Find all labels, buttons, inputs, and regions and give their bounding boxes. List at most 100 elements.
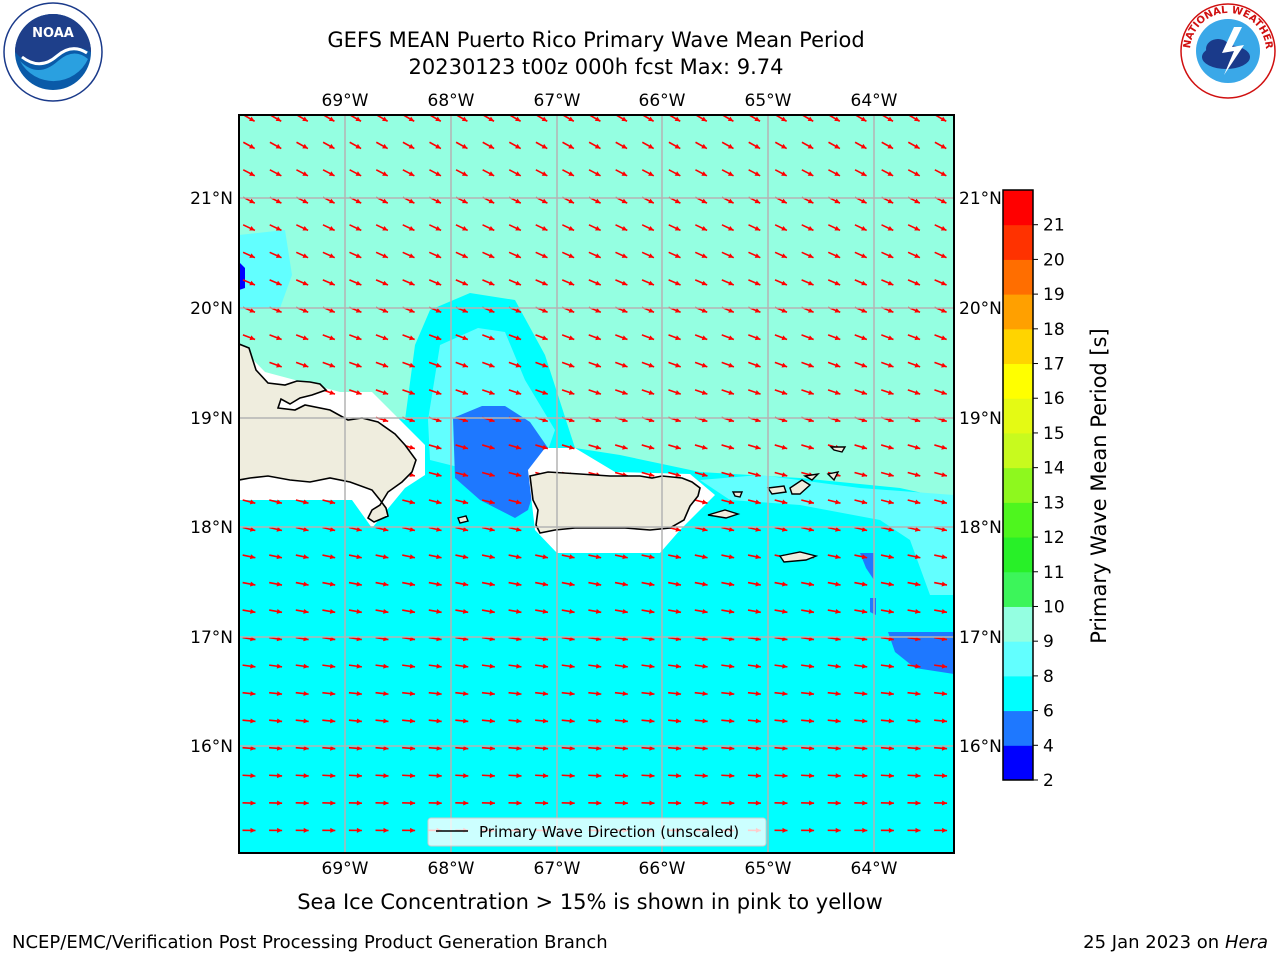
- wave-arrow-head: [569, 663, 575, 669]
- wave-arrow-head: [941, 335, 947, 341]
- wave-arrow-head: [781, 390, 788, 395]
- wave-arrow-head: [329, 390, 335, 395]
- wave-arrow-head: [463, 691, 469, 697]
- wave-arrow-head: [941, 308, 947, 313]
- wave-arrow-head: [515, 499, 522, 505]
- wave-arrow-head: [596, 773, 602, 779]
- wave-arrow-head: [462, 198, 468, 204]
- wave-arrow-head: [701, 335, 708, 341]
- wave-arrow-head: [622, 390, 628, 395]
- wave-arrow-head: [542, 554, 548, 560]
- wave-arrow-head: [888, 499, 894, 505]
- wave-arrow-head: [249, 253, 255, 258]
- lat-tick-right: 20°N: [959, 299, 1002, 319]
- wave-arrow-head: [728, 444, 735, 450]
- lat-tick-right: 21°N: [959, 189, 1002, 209]
- wave-arrow-head: [835, 773, 841, 779]
- wave-arrow-head: [888, 800, 894, 806]
- wave-arrow-head: [622, 444, 628, 450]
- wave-arrow-head: [888, 827, 894, 833]
- wave-arrow-head: [515, 253, 521, 258]
- lon-tick-bottom: 68°W: [428, 859, 475, 879]
- wave-arrow-head: [461, 171, 468, 176]
- wave-arrow-head: [595, 335, 601, 341]
- wave-arrow-head: [489, 472, 495, 478]
- wave-arrow-head: [702, 718, 708, 724]
- wave-arrow-head: [675, 718, 682, 724]
- wave-arrow-head: [701, 280, 708, 286]
- wave-arrow-head: [729, 718, 735, 724]
- wave-arrow-head: [382, 143, 388, 149]
- wave-arrow-head: [382, 362, 389, 368]
- wave-arrow-head: [702, 800, 708, 806]
- wave-arrow-head: [808, 608, 815, 614]
- wave-arrow-head: [515, 308, 522, 313]
- wave-arrow-head: [355, 225, 362, 231]
- wave-arrow-head: [463, 773, 469, 779]
- wave-arrow-head: [834, 143, 840, 149]
- wave-arrow-head: [249, 116, 255, 122]
- wave-arrow-head: [435, 116, 441, 122]
- wave-arrow-head: [276, 554, 282, 560]
- wave-arrow-head: [462, 608, 469, 614]
- lat-tick-right: 17°N: [959, 628, 1002, 648]
- lat-tick-left: 19°N: [190, 409, 233, 429]
- wave-arrow-head: [409, 608, 416, 614]
- wave-arrow-head: [728, 253, 734, 258]
- wave-arrow-head: [596, 800, 602, 806]
- wave-arrow-head: [595, 308, 601, 313]
- colorbar-swatch: [1003, 224, 1033, 260]
- wave-arrow-head: [462, 472, 469, 478]
- wave-arrow-head: [622, 773, 628, 779]
- wave-arrow-head: [541, 198, 548, 204]
- wave-arrow-head: [781, 362, 788, 368]
- footer-host: Hera: [1224, 932, 1268, 953]
- wave-arrow-head: [596, 718, 602, 724]
- wave-arrow-head: [250, 773, 256, 779]
- wave-arrow-head: [941, 390, 947, 395]
- colorbar: 2 4 6 8 9 10 11 12 13 14 15 16 17 18 19 20 21: [1002, 189, 1065, 791]
- wave-arrow-head: [914, 335, 921, 341]
- wave-arrow-head: [755, 390, 761, 395]
- wave-arrow-head: [835, 663, 841, 669]
- wave-arrow-head: [862, 691, 868, 697]
- wave-arrow-head: [409, 554, 415, 560]
- wave-arrow-head: [675, 581, 681, 587]
- sea-ice-note: Sea Ice Concentration > 15% is shown in …: [297, 890, 883, 914]
- wave-arrow-head: [409, 691, 416, 697]
- wave-arrow-head: [675, 526, 681, 532]
- period-fill-8-9: [700, 475, 954, 595]
- wave-arrow-head: [330, 745, 336, 751]
- wave-arrow-head: [701, 444, 708, 450]
- wave-arrow-head: [356, 663, 362, 669]
- wave-arrow-head: [356, 745, 362, 751]
- wave-arrow-head: [674, 280, 681, 286]
- wave-arrow-head: [277, 800, 283, 806]
- wave-arrow-head: [382, 198, 388, 204]
- wave-arrow-head: [303, 663, 309, 669]
- wave-arrow-head: [488, 280, 495, 286]
- wave-arrow-head: [275, 198, 282, 204]
- wave-arrow-head: [382, 335, 389, 341]
- wave-arrow-head: [728, 499, 735, 505]
- wave-arrow-head: [781, 171, 787, 176]
- wave-arrow-head: [702, 773, 708, 779]
- colorbar-swatch: [1003, 502, 1033, 538]
- wave-arrow-head: [463, 745, 469, 751]
- wave-arrow-head: [941, 608, 948, 614]
- wave-arrow-head: [489, 554, 495, 560]
- wave-arrow-head: [250, 663, 256, 669]
- map-frame: [238, 114, 955, 854]
- wave-arrow-head: [914, 362, 921, 368]
- wave-arrow-head: [435, 253, 442, 258]
- virgin-islands: [766, 471, 840, 495]
- wave-arrow-head: [755, 608, 761, 614]
- wave-arrow-head: [276, 718, 283, 724]
- wave-arrow-head: [250, 745, 256, 751]
- colorbar-swatch: [1003, 537, 1033, 573]
- wave-arrow-head: [834, 362, 841, 368]
- wave-arrow-head: [914, 526, 921, 532]
- wave-arrow-head: [489, 773, 495, 779]
- wave-arrow-head: [915, 691, 921, 697]
